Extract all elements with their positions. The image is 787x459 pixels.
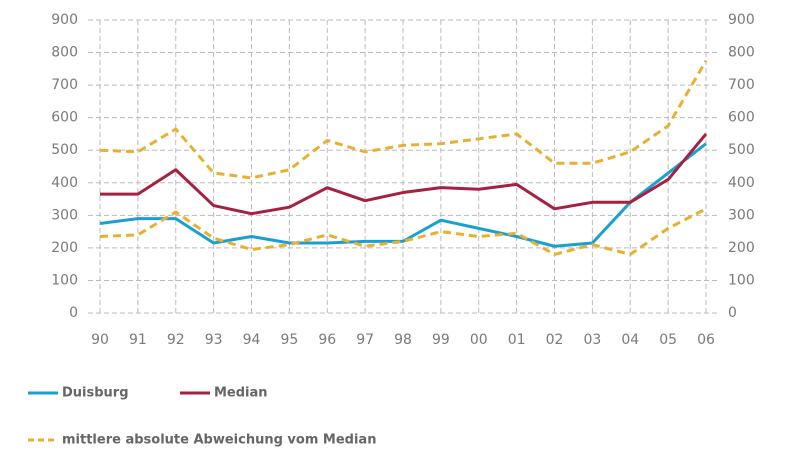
x-tick-label: 97: [356, 332, 374, 348]
y-tick-label: 200: [51, 240, 78, 256]
legend-label: Median: [214, 386, 268, 401]
x-tick-label: 91: [129, 332, 147, 348]
x-tick-label: 94: [243, 332, 261, 348]
y-tick-label: 0: [69, 305, 78, 321]
y-tick-label: 400: [51, 175, 78, 191]
y-tick-label: 700: [51, 77, 78, 93]
x-tick-label: 95: [280, 332, 298, 348]
y-tick-label: 600: [51, 110, 78, 126]
y2-tick-label: 900: [728, 12, 755, 28]
x-tick-label: 99: [432, 332, 450, 348]
line: [100, 132, 708, 216]
x-tick-label: 93: [205, 332, 223, 348]
legend-label: mittlere absolute Abweichung vom Median: [62, 433, 376, 448]
y2-tick-label: 600: [728, 110, 755, 126]
x-tick-label: 01: [508, 332, 526, 348]
y2-tick-label: 100: [728, 272, 755, 288]
x-tick-label: 98: [394, 332, 412, 348]
y-tick-label: 100: [51, 272, 78, 288]
x-tick-label: 92: [167, 332, 185, 348]
x-tick-label: 96: [318, 332, 336, 348]
y2-tick-label: 500: [728, 142, 755, 158]
x-tick-label: 90: [91, 332, 109, 348]
line: [99, 207, 707, 256]
x-tick-label: 04: [621, 332, 639, 348]
y-tick-label: 300: [51, 207, 78, 223]
x-tick-label: 03: [583, 332, 601, 348]
y-tick-label: 500: [51, 142, 78, 158]
y2-tick-label: 200: [728, 240, 755, 256]
y2-tick-label: 300: [728, 207, 755, 223]
legend-label: Duisburg: [62, 386, 129, 401]
x-tick-label: 02: [546, 332, 564, 348]
x-tick-label: 06: [697, 332, 715, 348]
y-tick-label: 900: [51, 12, 78, 28]
y2-tick-label: 700: [728, 77, 755, 93]
line: [99, 59, 708, 180]
y2-tick-label: 800: [728, 45, 755, 61]
y2-tick-label: 400: [728, 175, 755, 191]
y-tick-label: 800: [51, 45, 78, 61]
y2-tick-label: 0: [728, 305, 737, 321]
x-tick-label: 05: [659, 332, 677, 348]
line: [99, 142, 707, 248]
x-tick-label: 00: [470, 332, 488, 348]
